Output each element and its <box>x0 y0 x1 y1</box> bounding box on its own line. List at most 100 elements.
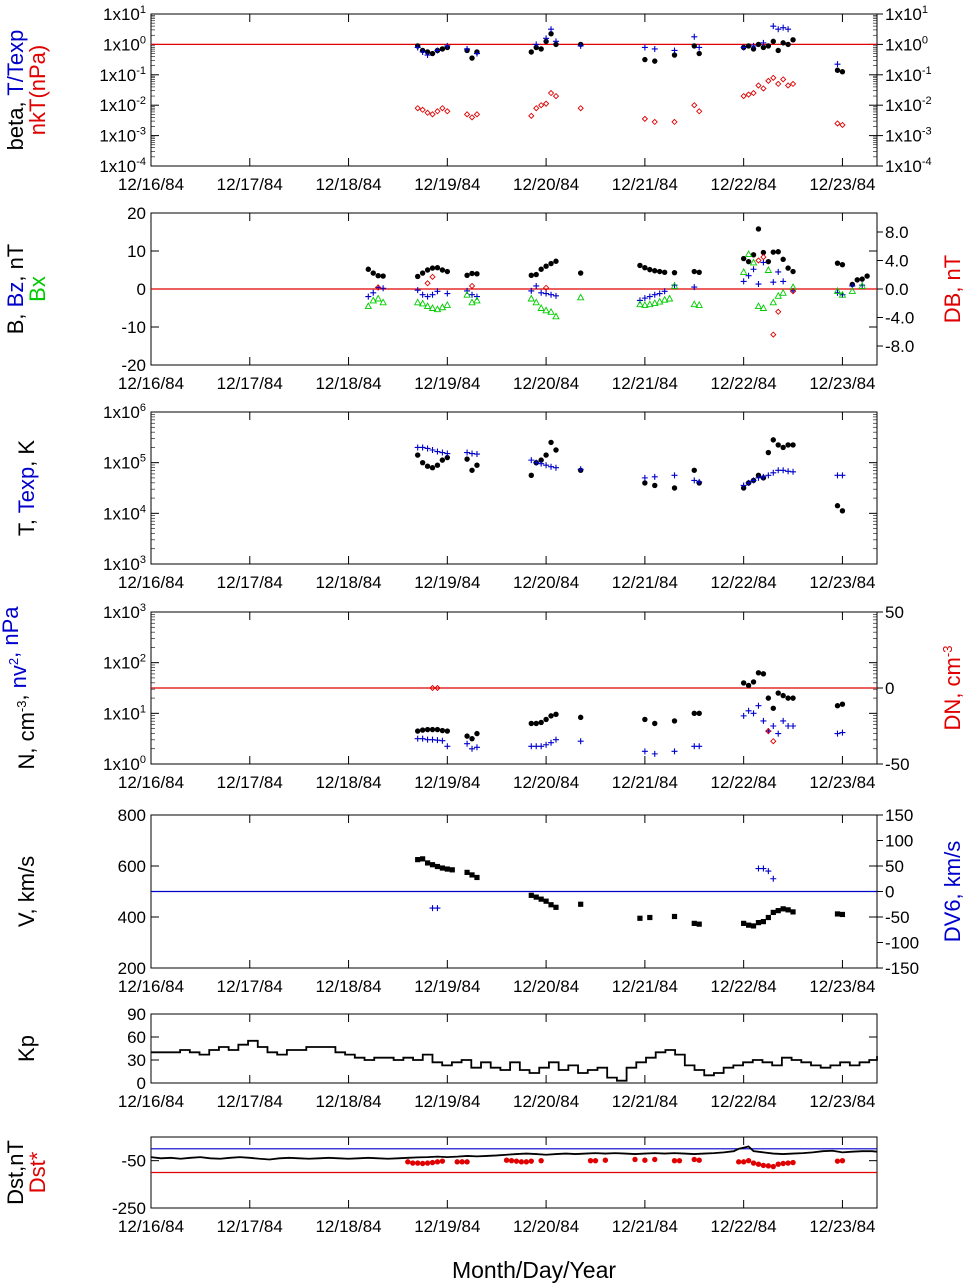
right-tick-label: -8.0 <box>885 337 914 356</box>
data-point <box>429 111 436 118</box>
data-point <box>474 730 480 737</box>
data-point <box>760 717 767 724</box>
y-tick-label: 1x101 <box>103 4 146 24</box>
y-tick-label: 1x102 <box>103 653 146 673</box>
x-tick-label: 12/17/84 <box>217 175 283 194</box>
data-point <box>419 727 426 733</box>
data-point <box>429 862 436 868</box>
x-tick-label: 12/22/84 <box>711 977 777 996</box>
data-point <box>429 726 436 733</box>
data-point <box>790 723 797 729</box>
right-axis-label: DV6, km/s <box>940 841 965 942</box>
data-point <box>691 33 698 40</box>
data-point <box>789 283 797 291</box>
data-point <box>577 105 584 112</box>
data-point <box>652 482 658 489</box>
data-point <box>410 1160 416 1166</box>
data-point <box>696 921 702 927</box>
x-tick-label: 12/21/84 <box>612 1092 678 1111</box>
y-tick-label: -20 <box>121 356 146 375</box>
x-tick-label: 12/19/84 <box>414 977 480 996</box>
data-point <box>414 105 421 112</box>
data-point <box>785 695 791 701</box>
data-point <box>374 294 382 302</box>
data-point <box>671 485 678 491</box>
y-tick-label: 1x100 <box>103 34 146 54</box>
data-point <box>464 740 471 747</box>
data-point <box>420 856 426 862</box>
data-point <box>380 285 387 292</box>
data-point <box>779 288 787 296</box>
x-tick-label: 12/16/84 <box>118 374 184 393</box>
data-point <box>592 1157 599 1164</box>
x-tick-label: 12/21/84 <box>612 773 678 792</box>
right-tick-label: 1x10-4 <box>885 156 932 176</box>
data-point <box>553 41 559 48</box>
data-point <box>665 294 674 302</box>
data-point <box>444 454 451 461</box>
data-point <box>429 465 436 471</box>
data-point <box>695 301 703 308</box>
plot-frame <box>150 411 878 565</box>
data-point <box>696 478 703 485</box>
data-point <box>553 711 559 718</box>
data-point <box>419 459 426 466</box>
data-point <box>439 727 446 734</box>
data-point <box>429 50 436 57</box>
data-point <box>642 480 648 486</box>
data-point <box>696 1157 702 1163</box>
x-tick-label: 12/19/84 <box>414 1217 480 1236</box>
data-point <box>770 875 777 882</box>
x-tick-label: 12/20/84 <box>513 977 579 996</box>
y-tick-label: -250 <box>112 1199 146 1218</box>
data-point <box>765 1163 772 1169</box>
data-point <box>755 474 762 481</box>
data-point <box>473 744 480 751</box>
data-point <box>671 718 678 724</box>
data-point <box>765 77 772 85</box>
data-point <box>745 479 752 486</box>
data-point <box>538 457 544 463</box>
y-tick-label: 1x103 <box>103 554 146 574</box>
x-tick-label: 12/19/84 <box>414 374 480 393</box>
data-point <box>770 38 776 45</box>
data-point <box>552 292 559 299</box>
right-tick-label: 0.0 <box>885 280 909 299</box>
data-point <box>691 284 698 291</box>
data-point <box>434 47 441 54</box>
data-point <box>790 1159 796 1166</box>
data-point <box>760 253 767 261</box>
data-point <box>775 1161 781 1167</box>
data-point <box>745 258 752 265</box>
data-point <box>839 1157 846 1164</box>
data-point <box>533 459 540 466</box>
data-point <box>405 1159 411 1165</box>
data-point <box>641 301 649 308</box>
data-point <box>741 920 747 926</box>
x-tick-label: 12/17/84 <box>217 1217 283 1236</box>
data-point <box>750 1160 757 1166</box>
data-point <box>765 43 772 49</box>
data-point <box>834 260 841 266</box>
data-point <box>740 712 747 719</box>
data-point <box>443 301 452 308</box>
data-point <box>464 869 470 875</box>
data-point <box>636 300 644 308</box>
right-axis-label: DB, nT <box>940 255 965 323</box>
data-point <box>473 50 480 57</box>
data-point <box>651 291 658 298</box>
data-point <box>790 695 796 701</box>
data-point <box>775 908 781 914</box>
data-point <box>548 713 554 719</box>
data-point <box>543 452 549 458</box>
x-tick-label: 12/19/84 <box>414 573 480 592</box>
data-point <box>775 26 782 33</box>
y-tick-label: 1x100 <box>103 754 146 774</box>
data-point <box>839 121 846 129</box>
data-point <box>508 1157 515 1164</box>
x-tick-label: 12/20/84 <box>513 175 579 194</box>
data-point <box>538 46 544 52</box>
data-point <box>691 43 697 49</box>
data-point <box>474 462 480 468</box>
data-point <box>464 1159 470 1165</box>
